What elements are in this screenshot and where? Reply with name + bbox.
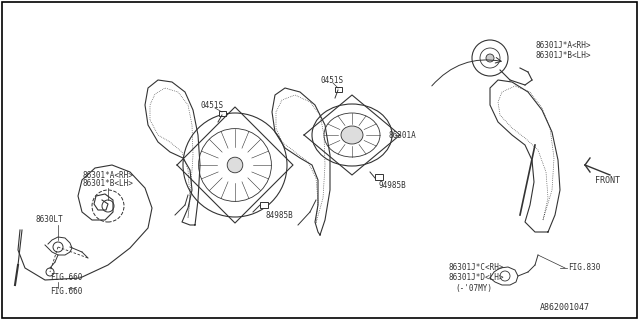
Bar (335, 87, 342, 92)
Bar (219, 111, 226, 116)
Text: 86301J*A<RH>: 86301J*A<RH> (535, 41, 591, 50)
Text: (-'07MY): (-'07MY) (455, 284, 492, 292)
Text: 86301J*C<RH>: 86301J*C<RH> (448, 263, 504, 273)
Text: 86301J*D<LH>: 86301J*D<LH> (448, 274, 504, 283)
Ellipse shape (341, 126, 363, 144)
Text: FIG.660: FIG.660 (50, 287, 83, 297)
Text: 86301*B<LH>: 86301*B<LH> (82, 179, 133, 188)
Text: 86301A: 86301A (388, 131, 416, 140)
Bar (375, 174, 383, 180)
Text: A862001047: A862001047 (540, 303, 590, 313)
Text: 86301*A<RH>: 86301*A<RH> (82, 171, 133, 180)
Text: 86301J*B<LH>: 86301J*B<LH> (535, 51, 591, 60)
Text: FIG.830: FIG.830 (568, 263, 600, 273)
Text: 84985B: 84985B (265, 211, 292, 220)
Circle shape (486, 54, 494, 62)
Text: 0451S: 0451S (200, 100, 223, 109)
Text: FRONT: FRONT (595, 175, 620, 185)
Text: FIG.660: FIG.660 (50, 274, 83, 283)
Text: 0451S: 0451S (320, 76, 343, 84)
Text: 8630LT: 8630LT (35, 215, 63, 225)
Bar (260, 202, 268, 208)
Circle shape (227, 157, 243, 173)
Text: 94985B: 94985B (378, 180, 406, 189)
